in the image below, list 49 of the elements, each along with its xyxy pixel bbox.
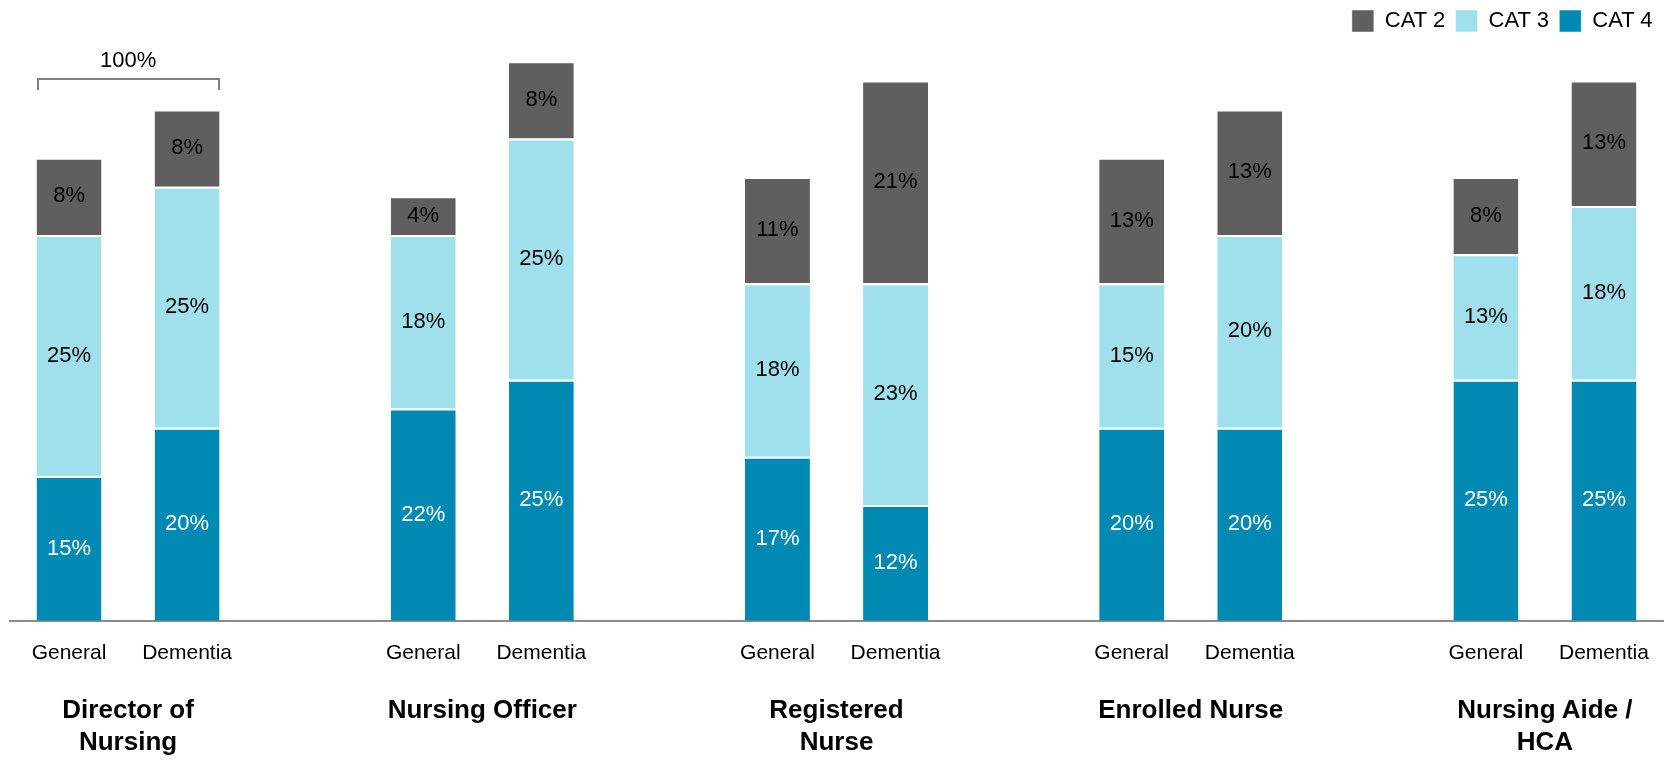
- x-tick-label: Dementia: [850, 640, 941, 664]
- text: Director of Nursing: [62, 694, 195, 757]
- text: Nursing Aide / HCA: [1457, 694, 1633, 757]
- data-label: 13%: [1109, 206, 1154, 232]
- x-tick-label: General: [740, 640, 815, 664]
- data-label: 18%: [1581, 278, 1626, 304]
- legend-label: CAT 3: [1488, 7, 1549, 33]
- data-label: 25%: [519, 486, 564, 512]
- x-tick-label: General: [1448, 640, 1524, 664]
- annotation: 100%: [99, 46, 157, 72]
- data-label: 15%: [1109, 341, 1154, 367]
- x-tick-label: Dementia: [142, 640, 233, 664]
- x-tick-label: General: [385, 640, 461, 664]
- data-label: 18%: [755, 356, 800, 382]
- data-label: 11%: [756, 216, 799, 242]
- legend-label: CAT 2: [1384, 7, 1446, 33]
- data-label: 13%: [1581, 129, 1626, 155]
- data-label: 8%: [53, 182, 85, 208]
- data-label: 20%: [1227, 317, 1272, 343]
- data-label: 25%: [47, 341, 92, 367]
- data-label: 12%: [873, 548, 918, 574]
- data-label: 15%: [47, 534, 92, 560]
- data-label: 23%: [873, 380, 918, 406]
- data-label: 20%: [165, 510, 210, 536]
- data-label: 21%: [873, 167, 918, 193]
- data-label: 20%: [1109, 510, 1154, 536]
- data-label: 8%: [525, 85, 558, 111]
- x-tick-label: General: [1094, 640, 1170, 664]
- data-label: 13%: [1227, 158, 1272, 184]
- x-tick-label: General: [31, 640, 107, 664]
- data-label: 8%: [1469, 201, 1502, 227]
- data-label: 18%: [401, 307, 446, 333]
- data-label: 13%: [1463, 302, 1508, 328]
- text: Nursing Officer: [387, 694, 577, 725]
- text: Registered Nurse: [769, 694, 904, 757]
- x-tick-label: Dementia: [496, 640, 587, 664]
- legend-label: CAT 4: [1592, 7, 1653, 33]
- data-label: 8%: [171, 134, 204, 160]
- text: Enrolled Nurse: [1098, 694, 1284, 725]
- data-label: 20%: [1227, 510, 1272, 536]
- x-tick-label: Dementia: [1204, 640, 1295, 664]
- data-label: 25%: [1581, 486, 1626, 512]
- data-label: 25%: [519, 245, 564, 271]
- x-tick-label: Dementia: [1559, 640, 1650, 664]
- data-label: 4%: [407, 201, 440, 227]
- data-label: 17%: [755, 524, 800, 550]
- data-label: 22%: [401, 500, 446, 526]
- data-label: 25%: [165, 293, 210, 319]
- data-label: 25%: [1463, 486, 1508, 512]
